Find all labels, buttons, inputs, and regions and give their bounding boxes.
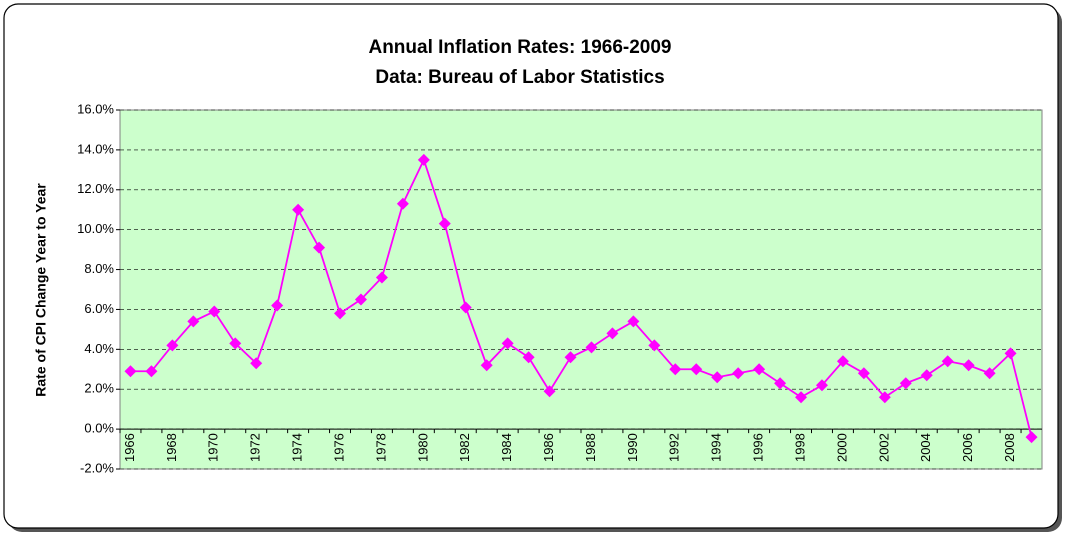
- x-tick-label: 1998: [792, 433, 807, 462]
- marker: [836, 355, 849, 368]
- marker: [962, 359, 975, 372]
- marker: [438, 217, 451, 230]
- marker: [983, 367, 996, 380]
- marker: [250, 357, 263, 370]
- x-tick-label: 1966: [122, 433, 137, 462]
- x-tick-label: 1972: [248, 433, 263, 462]
- x-tick-label: 2006: [960, 433, 975, 462]
- x-tick-label: 1976: [331, 433, 346, 462]
- marker: [753, 363, 766, 376]
- x-tick-label: 2004: [918, 433, 933, 462]
- x-tick-label: 2002: [876, 433, 891, 462]
- marker: [166, 339, 179, 352]
- marker: [1004, 347, 1017, 360]
- x-tick-label: 1988: [583, 433, 598, 462]
- marker: [669, 363, 682, 376]
- y-tick-label: 8.0%: [84, 261, 114, 276]
- marker: [899, 377, 912, 390]
- x-tick-label: 1996: [751, 433, 766, 462]
- marker: [1025, 431, 1038, 444]
- x-tick-label: 1990: [625, 433, 640, 462]
- y-tick-label: 10.0%: [77, 221, 114, 236]
- x-tick-label: 1986: [541, 433, 556, 462]
- marker: [543, 385, 556, 398]
- x-tick-label: 1980: [415, 433, 430, 462]
- y-tick-label: 2.0%: [84, 381, 114, 396]
- marker: [564, 351, 577, 364]
- marker: [522, 351, 535, 364]
- marker: [334, 307, 347, 320]
- marker: [648, 339, 661, 352]
- y-tick-label: -2.0%: [80, 460, 114, 475]
- y-tick-label: 16.0%: [77, 101, 114, 116]
- marker: [585, 341, 598, 354]
- marker: [711, 371, 724, 384]
- x-tick-label: 2000: [834, 433, 849, 462]
- x-tick-label: 1970: [206, 433, 221, 462]
- y-tick-label: 14.0%: [77, 141, 114, 156]
- x-tick-label: 1984: [499, 433, 514, 462]
- marker: [417, 153, 430, 166]
- marker: [229, 337, 242, 350]
- marker: [732, 367, 745, 380]
- marker: [375, 271, 388, 284]
- y-tick-label: 4.0%: [84, 341, 114, 356]
- marker: [208, 305, 221, 318]
- x-tick-label: 1992: [667, 433, 682, 462]
- marker: [795, 391, 808, 404]
- marker: [145, 365, 158, 378]
- y-tick-label: 12.0%: [77, 181, 114, 196]
- line: [130, 157, 1033, 438]
- x-tick-label: 1968: [164, 433, 179, 462]
- marker: [815, 379, 828, 392]
- y-axis-title: Rate of CPI Change Year to Year: [33, 183, 49, 397]
- marker: [774, 377, 787, 390]
- marker: [480, 359, 493, 372]
- marker: [292, 203, 305, 216]
- marker: [627, 315, 640, 328]
- marker: [878, 391, 891, 404]
- y-tick-label: 0.0%: [84, 421, 114, 436]
- marker: [313, 241, 326, 254]
- marker: [124, 365, 137, 378]
- marker: [501, 337, 514, 350]
- chart-title: Annual Inflation Rates: 1966-2009: [368, 37, 671, 58]
- x-tick-label: 1982: [457, 433, 472, 462]
- marker: [354, 293, 367, 306]
- x-tick-label: 1978: [373, 433, 388, 462]
- plot-area: [119, 109, 1043, 470]
- x-tick-label: 2008: [1002, 433, 1017, 462]
- marker: [606, 327, 619, 340]
- x-tick-label: 1974: [290, 433, 305, 462]
- marker: [920, 369, 933, 382]
- marker: [690, 363, 703, 376]
- marker: [271, 299, 284, 312]
- y-tick-label: 6.0%: [84, 301, 114, 316]
- marker: [941, 355, 954, 368]
- marker: [857, 367, 870, 380]
- chart-subtitle: Data: Bureau of Labor Statistics: [375, 67, 664, 88]
- x-tick-label: 1994: [709, 433, 724, 462]
- marker: [459, 301, 472, 314]
- marker: [396, 197, 409, 210]
- marker: [187, 315, 200, 328]
